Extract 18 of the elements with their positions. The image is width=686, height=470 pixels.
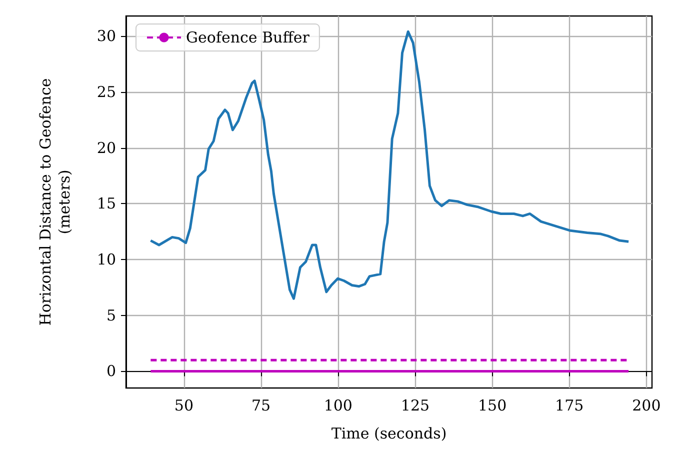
x-tick-label: 175 bbox=[555, 396, 584, 414]
x-tick-label: 150 bbox=[478, 396, 507, 414]
x-tick-label: 200 bbox=[632, 396, 661, 414]
y-tick-label: 10 bbox=[96, 250, 116, 269]
x-tick-label: 125 bbox=[400, 396, 430, 414]
x-tick-label: 50 bbox=[174, 396, 194, 414]
y-tick-label: 30 bbox=[96, 27, 116, 46]
y-tick-label: 5 bbox=[106, 306, 116, 324]
line-series bbox=[149, 30, 630, 300]
x-tick-label: 100 bbox=[324, 396, 352, 414]
y-axis-title: Horizontal Distance to Geofence (meters) bbox=[36, 78, 74, 326]
x-axis-title: Time (seconds) bbox=[331, 424, 447, 442]
y-tick-label: 15 bbox=[96, 194, 116, 213]
y-tick-label: 0 bbox=[106, 362, 116, 380]
y-tick-label: 25 bbox=[96, 82, 116, 101]
x-tick-label: 75 bbox=[252, 396, 271, 414]
legend-label: Geofence Buffer bbox=[186, 28, 310, 46]
y-tick-label: 20 bbox=[96, 138, 116, 157]
